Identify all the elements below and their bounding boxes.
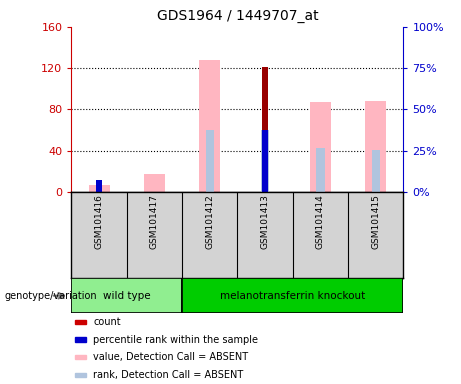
Text: wild type: wild type bbox=[103, 291, 151, 301]
Text: value, Detection Call = ABSENT: value, Detection Call = ABSENT bbox=[93, 353, 248, 362]
Text: count: count bbox=[93, 317, 121, 327]
Bar bbox=[89, 185, 110, 192]
Bar bbox=[75, 320, 86, 324]
Bar bbox=[316, 147, 325, 192]
Bar bbox=[310, 102, 331, 192]
Bar bbox=[71, 278, 182, 313]
Bar bbox=[144, 174, 165, 192]
Text: GSM101414: GSM101414 bbox=[316, 195, 325, 249]
Bar bbox=[75, 338, 86, 342]
Text: GSM101416: GSM101416 bbox=[95, 195, 104, 250]
Text: GSM101412: GSM101412 bbox=[205, 195, 214, 249]
Bar bbox=[372, 150, 380, 192]
Bar bbox=[75, 373, 86, 377]
Bar bbox=[96, 180, 102, 192]
Bar bbox=[182, 278, 403, 313]
Bar bbox=[199, 60, 220, 192]
Bar bbox=[75, 355, 86, 359]
Text: GSM101413: GSM101413 bbox=[260, 195, 270, 250]
Text: percentile rank within the sample: percentile rank within the sample bbox=[93, 334, 258, 344]
Bar bbox=[261, 130, 269, 192]
Bar bbox=[262, 130, 268, 192]
Text: GSM101415: GSM101415 bbox=[371, 195, 380, 250]
Bar bbox=[262, 67, 268, 192]
Text: melanotransferrin knockout: melanotransferrin knockout bbox=[220, 291, 366, 301]
Text: GSM101417: GSM101417 bbox=[150, 195, 159, 250]
Text: rank, Detection Call = ABSENT: rank, Detection Call = ABSENT bbox=[93, 370, 243, 380]
Bar bbox=[206, 130, 214, 192]
Bar bbox=[365, 101, 386, 192]
Text: genotype/variation: genotype/variation bbox=[5, 291, 97, 301]
Title: GDS1964 / 1449707_at: GDS1964 / 1449707_at bbox=[157, 9, 318, 23]
